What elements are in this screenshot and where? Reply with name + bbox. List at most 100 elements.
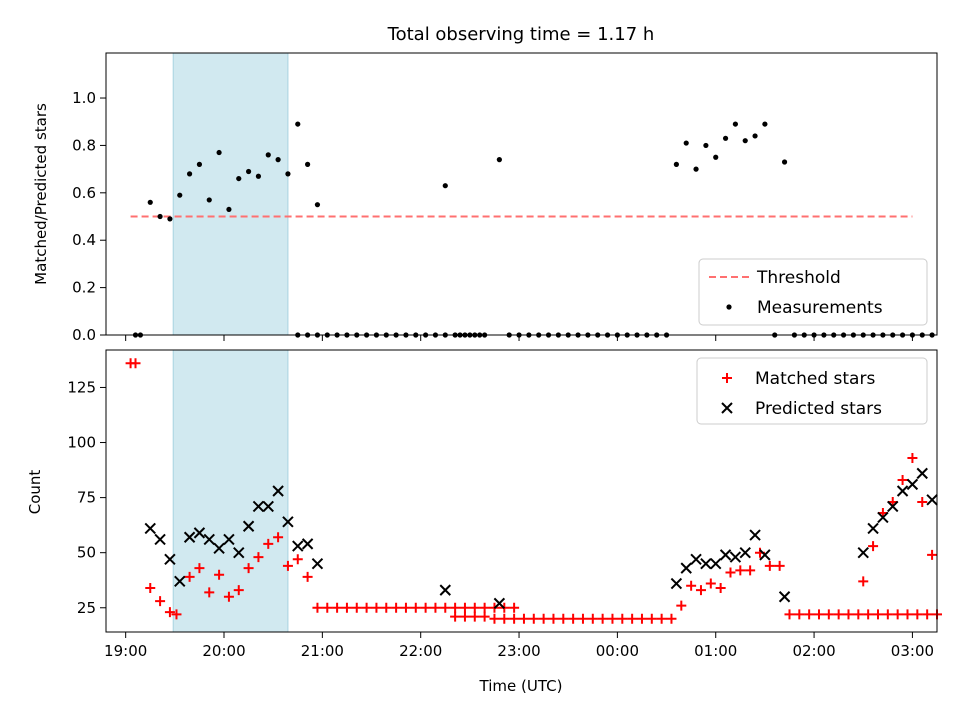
legend-measurement-swatch <box>726 304 732 310</box>
legend-predicted-swatch <box>721 402 733 414</box>
legend-label: Threshold <box>756 268 841 288</box>
matched-star-point <box>400 602 411 613</box>
legend-label: Matched stars <box>755 369 875 389</box>
measurement-point <box>314 202 321 208</box>
matched-star-point <box>912 609 923 620</box>
y-tick-label: 0.0 <box>72 326 96 344</box>
matched-star-point <box>646 613 657 624</box>
predicted-star-point <box>877 511 889 524</box>
measurement-point <box>255 173 262 179</box>
y-tick-label: 0.4 <box>72 231 96 249</box>
matched-star-point <box>371 602 382 613</box>
bottom-points <box>125 358 942 624</box>
y-tick-label: 0.8 <box>72 136 96 154</box>
y-tick-label: 75 <box>77 489 96 507</box>
predicted-star-point <box>680 562 692 574</box>
measurement-point <box>167 216 173 222</box>
measurement-point <box>226 206 232 213</box>
matched-star-point <box>794 609 805 620</box>
y-tick-label: 125 <box>67 378 96 396</box>
matched-star-point <box>764 560 775 571</box>
matched-star-point <box>518 613 529 624</box>
legend-box <box>696 357 928 425</box>
predicted-star-point <box>710 557 722 570</box>
measurement-point <box>157 213 163 220</box>
matched-star-point <box>872 609 883 620</box>
predicted-star-point <box>690 553 702 566</box>
matched-star-point <box>233 585 244 596</box>
matched-star-point <box>194 563 205 574</box>
matched-star-point <box>858 576 869 587</box>
matched-star-point <box>479 611 490 622</box>
matched-star-point <box>450 611 461 622</box>
matched-star-point <box>253 552 264 563</box>
matched-star-point <box>897 474 908 485</box>
measurement-point <box>216 149 222 156</box>
predicted-star-point <box>183 531 196 543</box>
matched-star-point <box>745 565 756 576</box>
measurement-point <box>147 199 153 205</box>
matched-star-point <box>440 602 451 613</box>
bottom-x-ticks: 19:00 20:00 21:00 22:00 23:00 00:00 01:00 02:00… <box>104 632 934 660</box>
matched-star-point <box>725 567 736 578</box>
predicted-star-point <box>292 540 304 552</box>
matched-star-point <box>917 497 928 508</box>
matched-star-point <box>450 602 461 613</box>
measurement-point <box>496 157 502 163</box>
matched-star-point <box>863 609 874 620</box>
matched-star-point <box>538 613 549 624</box>
matched-star-point <box>509 602 520 613</box>
matched-star-point <box>509 613 520 624</box>
legend-matched-swatch <box>722 373 732 383</box>
y-tick-label: 0.2 <box>72 279 96 297</box>
matched-star-point <box>469 602 480 613</box>
matched-star-point <box>391 602 402 613</box>
matched-star-point <box>735 565 746 576</box>
matched-star-point <box>804 609 815 620</box>
matched-star-point <box>823 609 834 620</box>
x-tick-label: 22:00 <box>399 642 442 660</box>
y-tick-label: 25 <box>77 599 96 617</box>
measurement-point <box>236 175 242 182</box>
x-tick-label: 01:00 <box>694 642 737 660</box>
matched-star-point <box>833 609 844 620</box>
top-y-axis-label: Matched/Predicted stars <box>32 103 50 285</box>
top-axes-frame <box>105 52 938 336</box>
predicted-star-point <box>749 529 761 541</box>
matched-star-point <box>223 591 234 602</box>
measurement-point <box>285 171 291 177</box>
predicted-star-point <box>233 546 245 559</box>
matched-star-point <box>499 613 510 624</box>
matched-star-point <box>715 582 726 593</box>
matched-star-point <box>130 358 141 369</box>
matched-star-point <box>361 602 372 613</box>
matched-star-point <box>243 563 254 574</box>
matched-star-point <box>204 587 215 598</box>
predicted-star-point <box>739 546 751 559</box>
y-tick-label: 50 <box>77 544 96 562</box>
bottom-legend: Matched stars Predicted stars <box>696 357 928 425</box>
predicted-star-point <box>144 522 156 535</box>
matched-star-point <box>341 602 352 613</box>
matched-star-point <box>774 560 785 571</box>
predicted-star-point <box>282 516 294 528</box>
bottom-panel: 19:00 20:00 21:00 22:00 23:00 00:00 01:00 02:00… <box>26 349 942 695</box>
matched-star-point <box>656 613 667 624</box>
x-tick-label: 02:00 <box>792 642 835 660</box>
measurement-point <box>732 121 738 127</box>
bottom-y-ticks: 25 50 75 100 125 <box>67 378 106 617</box>
predicted-star-point <box>759 549 771 561</box>
predicted-star-point <box>203 533 215 546</box>
top-highlight-span <box>172 52 289 336</box>
matched-star-point <box>617 613 628 624</box>
bottom-axes-frame <box>105 349 938 633</box>
measurement-point <box>196 161 203 167</box>
predicted-star-point <box>223 533 235 546</box>
bottom-highlight-span <box>172 349 289 633</box>
predicted-star-point <box>174 575 186 588</box>
matched-star-point <box>882 609 893 620</box>
matched-star-point <box>813 609 824 620</box>
x-tick-label: 21:00 <box>301 642 344 660</box>
matched-star-point <box>528 613 539 624</box>
